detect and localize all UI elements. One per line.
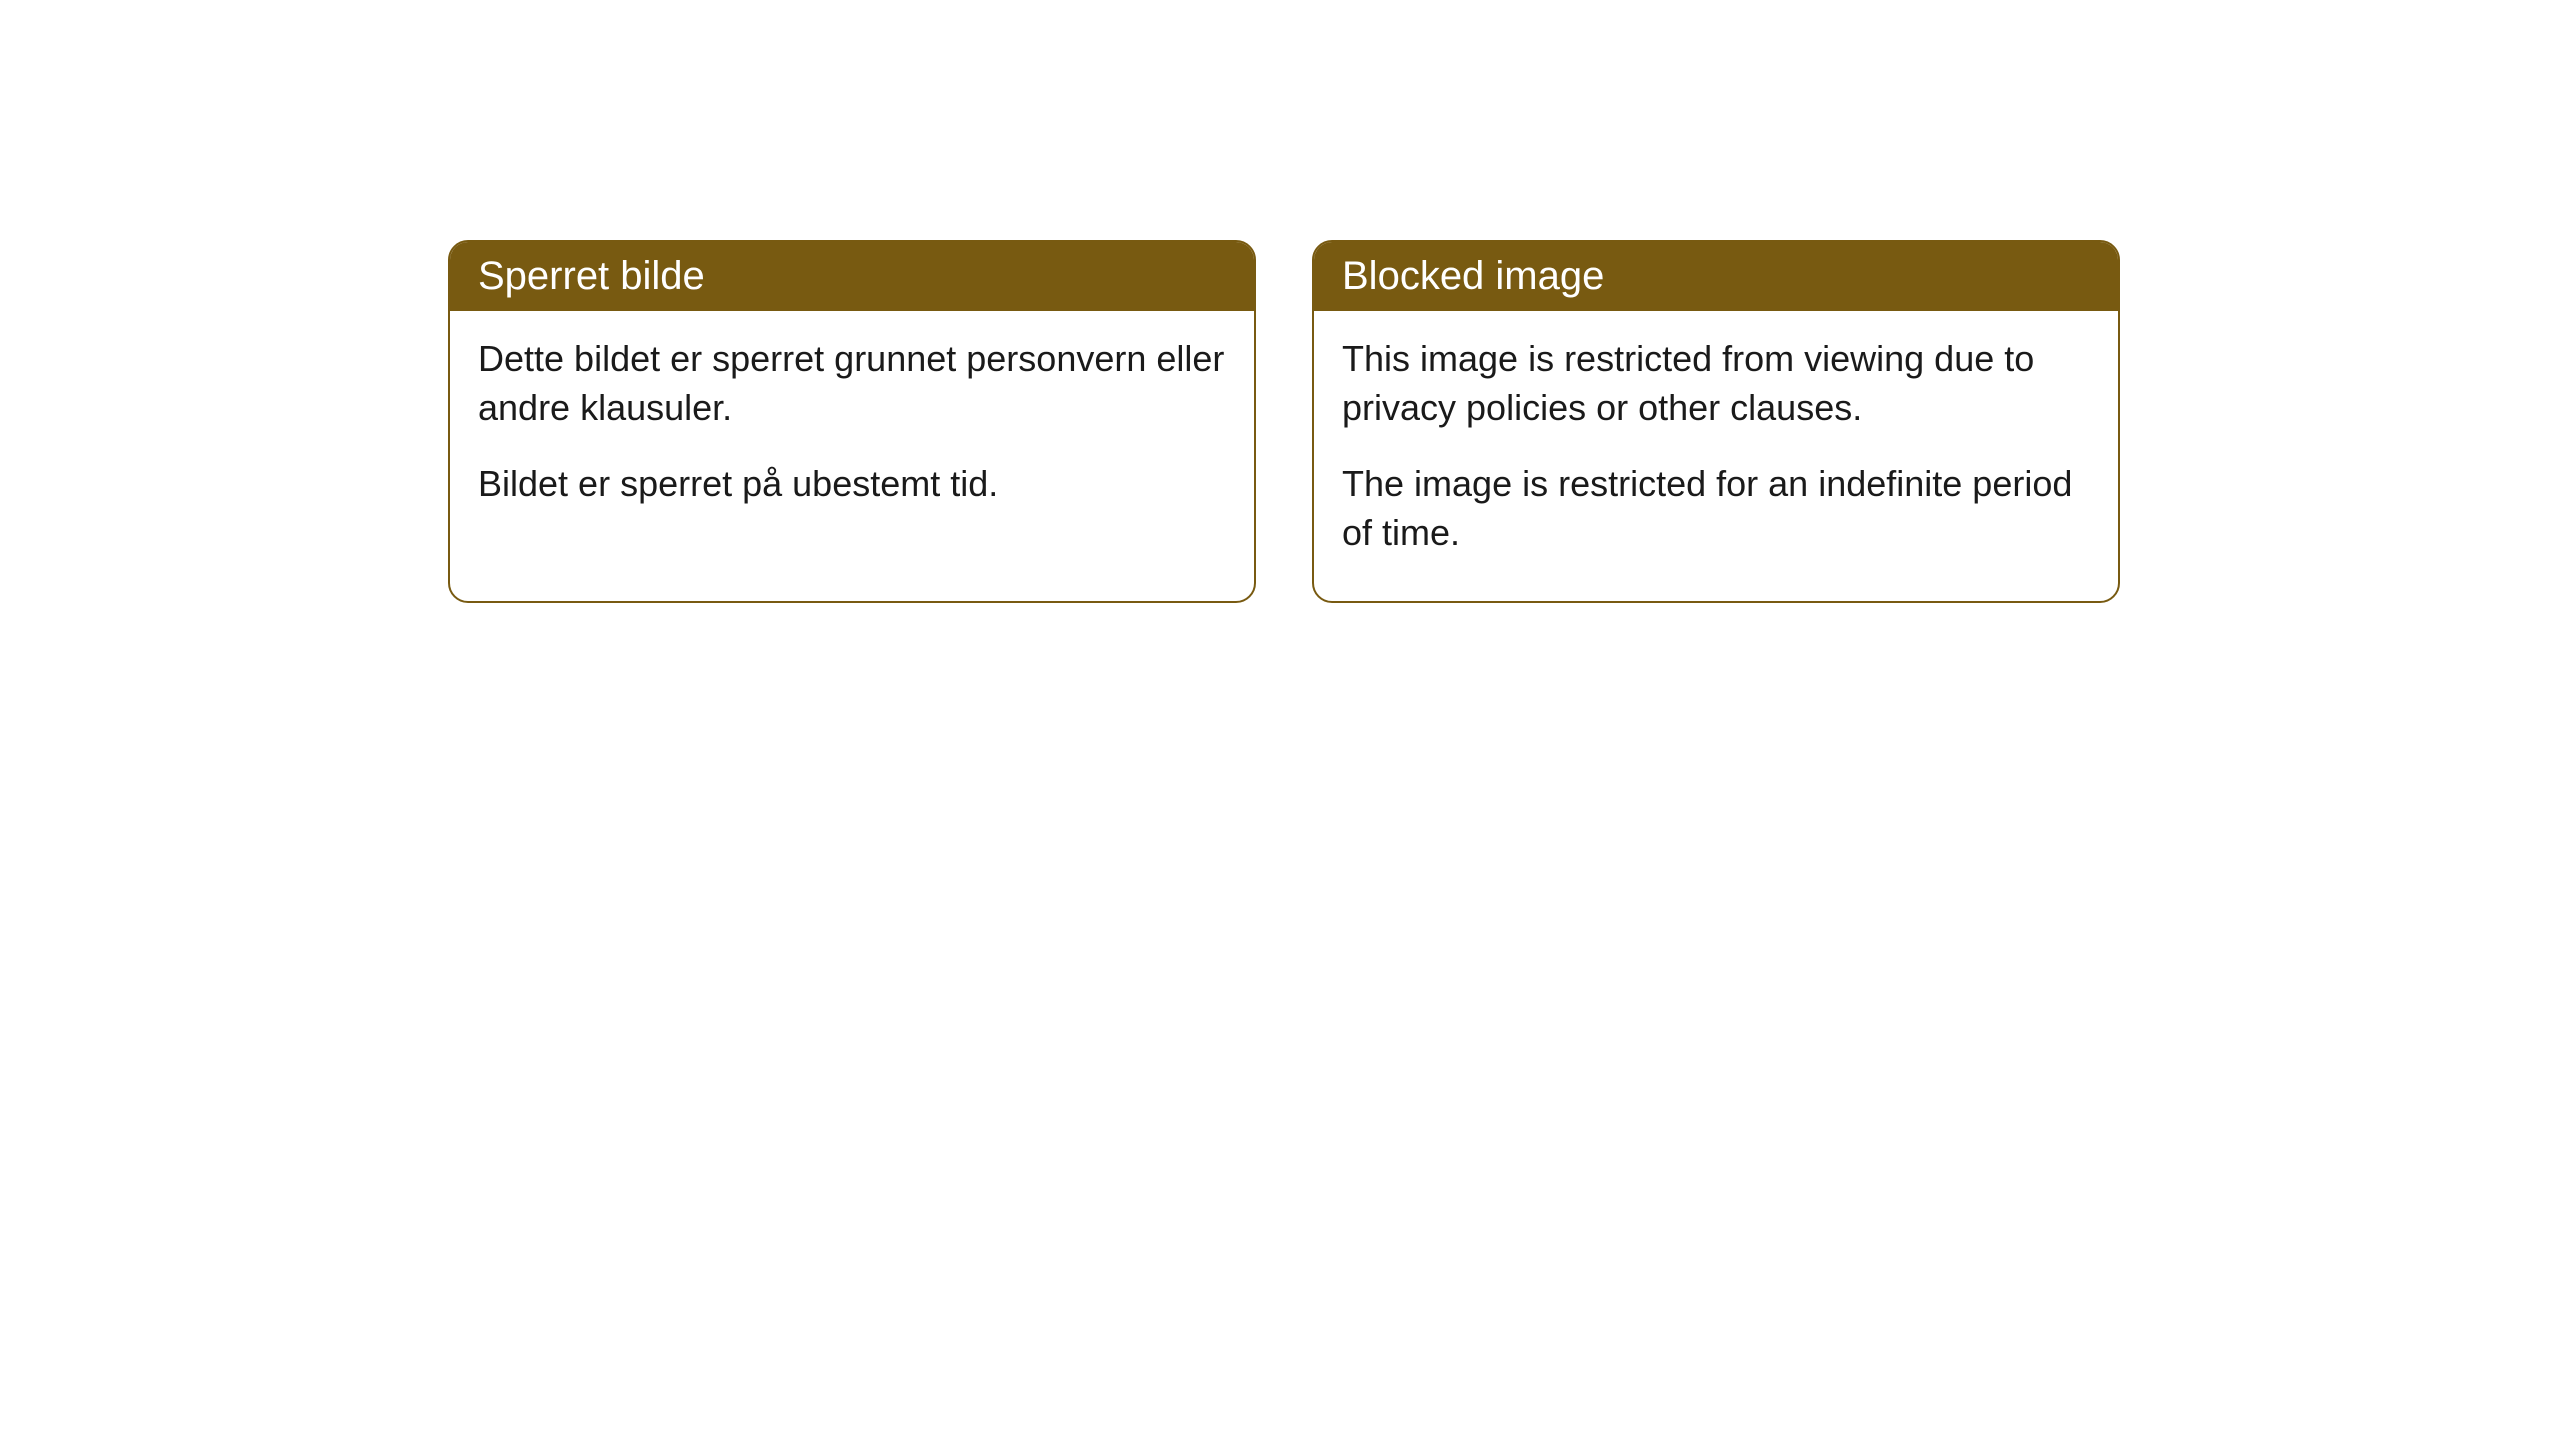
cards-container: Sperret bilde Dette bildet er sperret gr… <box>448 240 2120 603</box>
card-body: This image is restricted from viewing du… <box>1314 311 2118 601</box>
card-body-paragraph: Bildet er sperret på ubestemt tid. <box>478 460 1226 509</box>
card-body-paragraph: This image is restricted from viewing du… <box>1342 335 2090 432</box>
card-title: Blocked image <box>1342 254 1604 298</box>
card-body-paragraph: The image is restricted for an indefinit… <box>1342 460 2090 557</box>
card-header: Blocked image <box>1314 242 2118 311</box>
card-header: Sperret bilde <box>450 242 1254 311</box>
card-body: Dette bildet er sperret grunnet personve… <box>450 311 1254 553</box>
blocked-image-card-no: Sperret bilde Dette bildet er sperret gr… <box>448 240 1256 603</box>
card-body-paragraph: Dette bildet er sperret grunnet personve… <box>478 335 1226 432</box>
card-title: Sperret bilde <box>478 254 705 298</box>
blocked-image-card-en: Blocked image This image is restricted f… <box>1312 240 2120 603</box>
